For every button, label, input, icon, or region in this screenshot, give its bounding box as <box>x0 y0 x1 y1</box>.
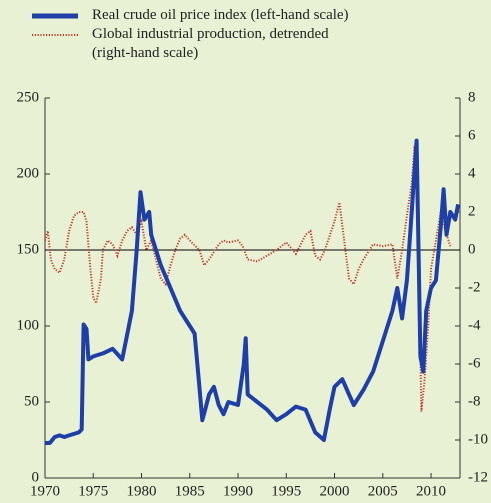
y-tick-label: 50 <box>24 393 39 409</box>
legend-swatch <box>32 13 78 19</box>
y-tick-label: 150 <box>17 241 40 257</box>
y2-tick-label: -12 <box>468 469 488 485</box>
x-tick-label: 2005 <box>368 483 398 499</box>
y2-tick-label: -4 <box>468 317 481 333</box>
x-tick-label: 1970 <box>30 483 60 499</box>
y2-tick-label: 2 <box>468 203 476 219</box>
y-tick-label: 200 <box>17 165 40 181</box>
legend: Real crude oil price index (left-hand sc… <box>32 6 372 63</box>
legend-label: Global industrial production, detrended … <box>92 26 329 61</box>
y2-tick-label: -6 <box>468 355 481 371</box>
legend-swatch <box>32 34 78 36</box>
oil-line <box>45 138 461 445</box>
y2-tick-label: 8 <box>468 89 476 105</box>
x-tick-label: 2000 <box>320 483 350 499</box>
x-tick-label: 1975 <box>78 483 108 499</box>
y2-tick-label: 6 <box>468 127 476 143</box>
y-tick-label: 100 <box>17 317 40 333</box>
legend-label: Real crude oil price index (left-hand sc… <box>92 7 349 23</box>
x-tick-label: 1995 <box>271 483 301 499</box>
x-tick-label: 1985 <box>175 483 205 499</box>
y-tick-label: 0 <box>32 469 40 485</box>
x-tick-label: 1980 <box>127 483 157 499</box>
y2-tick-label: 4 <box>468 165 476 181</box>
legend-item: Real crude oil price index (left-hand sc… <box>32 6 372 25</box>
legend-item: Global industrial production, detrended … <box>32 25 372 63</box>
x-tick-label: 2010 <box>416 483 446 499</box>
y2-tick-label: -8 <box>468 393 481 409</box>
y2-tick-label: -10 <box>468 431 488 447</box>
y-tick-label: 250 <box>17 89 40 105</box>
x-tick-label: 1990 <box>223 483 253 499</box>
y2-tick-label: -2 <box>468 279 481 295</box>
y2-tick-label: 0 <box>468 241 476 257</box>
